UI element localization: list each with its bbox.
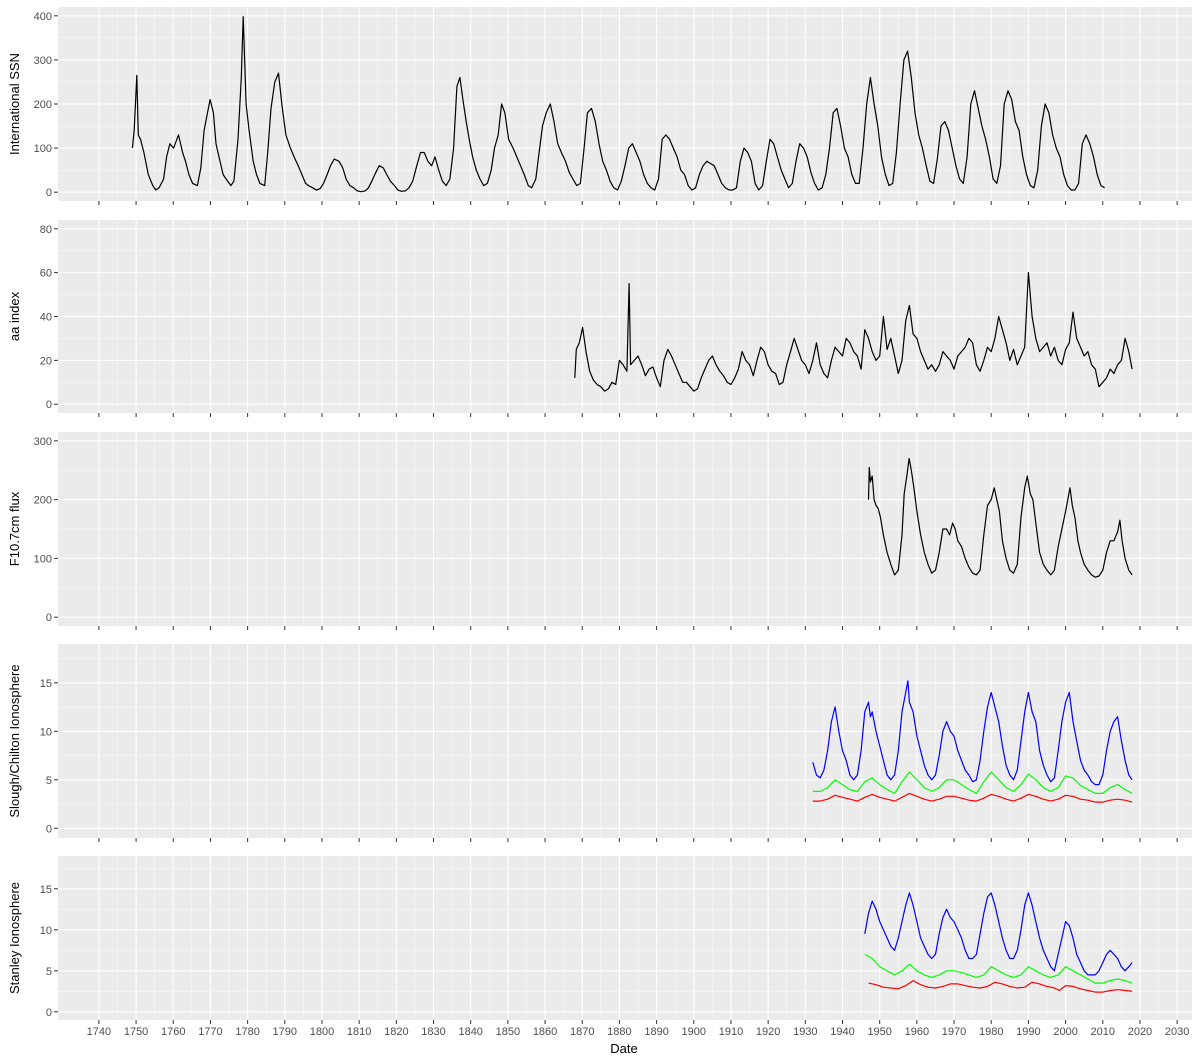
x-axis: 1740 1750 1760 1770 1780 1790 1800 1810 1820 1830… [87, 1026, 1190, 1038]
y-axis-title: International SSN [7, 53, 22, 155]
y-tick-label: 300 [34, 55, 52, 67]
x-tick-label: 1850 [496, 1026, 520, 1038]
panel-5: 0 5 10 15 Stanley Ionosphere [7, 856, 1192, 1024]
x-tick-label: 1930 [793, 1026, 817, 1038]
y-tick-label: 0 [46, 399, 52, 411]
y-axis-title: aa index [7, 291, 22, 341]
x-tick-label: 1870 [570, 1026, 594, 1038]
y-tick-label: 200 [34, 495, 52, 507]
y-tick-label: 400 [34, 11, 52, 23]
y-axis-title: F10.7cm flux [7, 491, 22, 566]
x-axis-title: Date [610, 1041, 637, 1056]
y-axis-title: Slough/Chilton Ionosphere [7, 664, 22, 817]
series-line-3 [868, 979, 1133, 993]
x-tick-label: 1920 [756, 1026, 780, 1038]
x-tick-label: 2020 [1128, 1026, 1152, 1038]
x-tick-label: 2030 [1165, 1026, 1189, 1038]
y-tick-label: 5 [46, 775, 52, 787]
y-axis-title: Stanley Ionosphere [7, 882, 22, 994]
y-tick-label: 0 [46, 187, 52, 199]
y-tick-label: 15 [40, 678, 52, 690]
y-tick-label: 10 [40, 726, 52, 738]
panel-1: 0 100 200 300 400 International SSN [7, 7, 1192, 205]
y-tick-label: 200 [34, 99, 52, 111]
y-tick-label: 100 [34, 143, 52, 155]
y-tick-label: 20 [40, 355, 52, 367]
x-tick-label: 1960 [905, 1026, 929, 1038]
x-tick-label: 1970 [942, 1026, 966, 1038]
y-tick-label: 0 [46, 1007, 52, 1019]
series-line-1 [864, 892, 1133, 976]
x-tick-label: 1830 [421, 1026, 445, 1038]
x-tick-label: 1950 [867, 1026, 891, 1038]
x-tick-label: 1740 [87, 1026, 111, 1038]
y-tick-label: 10 [40, 925, 52, 937]
series-line-2 [864, 953, 1133, 984]
y-tick-label: 0 [46, 612, 52, 624]
y-tick-label: 5 [46, 966, 52, 978]
panel-3: 0 100 200 300 F10.7cm flux [7, 432, 1192, 630]
x-tick-label: 1890 [644, 1026, 668, 1038]
x-tick-label: 1980 [979, 1026, 1003, 1038]
x-tick-label: 1770 [198, 1026, 222, 1038]
x-tick-label: 1900 [682, 1026, 706, 1038]
panel-background [58, 644, 1192, 838]
x-tick-label: 1840 [458, 1026, 482, 1038]
series-line-1 [131, 16, 1105, 193]
y-tick-label: 40 [40, 312, 52, 324]
x-tick-label: 1860 [533, 1026, 557, 1038]
x-tick-label: 2010 [1091, 1026, 1115, 1038]
panel-background [58, 856, 1192, 1020]
x-tick-label: 1750 [124, 1026, 148, 1038]
series-line-1 [574, 272, 1133, 392]
y-tick-label: 0 [46, 823, 52, 835]
panel-4: 0 5 10 15 Slough/Chilton Ionosphere [7, 644, 1192, 842]
series-line-1 [867, 457, 1133, 578]
x-tick-label: 1940 [830, 1026, 854, 1038]
series-line-2 [812, 771, 1133, 795]
series-line-1 [812, 680, 1133, 786]
x-tick-label: 1810 [347, 1026, 371, 1038]
x-tick-label: 1790 [273, 1026, 297, 1038]
x-tick-label: 1820 [384, 1026, 408, 1038]
x-tick-label: 1760 [161, 1026, 185, 1038]
series-line-3 [812, 792, 1133, 803]
y-tick-label: 80 [40, 224, 52, 236]
y-tick-label: 60 [40, 268, 52, 280]
x-tick-label: 1800 [310, 1026, 334, 1038]
x-tick-label: 1910 [719, 1026, 743, 1038]
x-tick-label: 1990 [1016, 1026, 1040, 1038]
y-tick-label: 100 [34, 553, 52, 565]
x-tick-label: 1880 [607, 1026, 631, 1038]
panel-2: 0 20 40 60 80 aa index [7, 220, 1192, 417]
y-tick-label: 15 [40, 884, 52, 896]
y-tick-label: 300 [34, 436, 52, 448]
x-tick-label: 1780 [235, 1026, 259, 1038]
x-tick-label: 2000 [1053, 1026, 1077, 1038]
